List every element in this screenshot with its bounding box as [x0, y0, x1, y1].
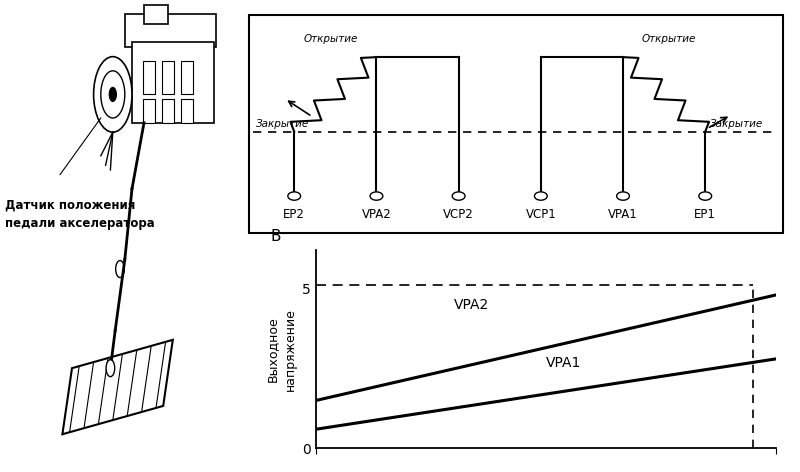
Circle shape [101, 71, 125, 118]
Circle shape [534, 192, 547, 200]
Bar [144, 5, 168, 24]
Text: VPA2: VPA2 [362, 208, 391, 221]
Y-axis label: Выходное
напряжение: Выходное напряжение [266, 308, 297, 391]
Circle shape [452, 192, 465, 200]
Text: VPA1: VPA1 [608, 208, 638, 221]
Bar [162, 99, 174, 123]
Text: Открытие: Открытие [642, 34, 696, 44]
Text: VPA1: VPA1 [546, 356, 582, 370]
Circle shape [617, 192, 630, 200]
Circle shape [370, 192, 383, 200]
Circle shape [116, 261, 124, 278]
Text: VPA2: VPA2 [454, 298, 490, 312]
Bar [142, 99, 154, 123]
Bar [132, 42, 214, 123]
Text: Открытие: Открытие [303, 34, 358, 44]
Bar [162, 61, 174, 94]
Text: Датчик положения
педали акселератора: Датчик положения педали акселератора [5, 198, 154, 230]
Text: VCP2: VCP2 [443, 208, 474, 221]
Circle shape [109, 87, 117, 101]
Text: Закрытие: Закрытие [256, 119, 309, 129]
Circle shape [699, 192, 712, 200]
Bar [125, 14, 216, 47]
Text: EP2: EP2 [283, 208, 305, 221]
Text: Закрытие: Закрытие [710, 119, 763, 129]
Text: В: В [270, 229, 281, 244]
Bar [181, 61, 194, 94]
Circle shape [288, 192, 301, 200]
Polygon shape [62, 340, 173, 434]
Circle shape [106, 360, 114, 377]
Text: VCP1: VCP1 [526, 208, 556, 221]
Bar [181, 99, 194, 123]
Text: EP1: EP1 [694, 208, 716, 221]
Circle shape [94, 57, 132, 132]
Bar [142, 61, 154, 94]
